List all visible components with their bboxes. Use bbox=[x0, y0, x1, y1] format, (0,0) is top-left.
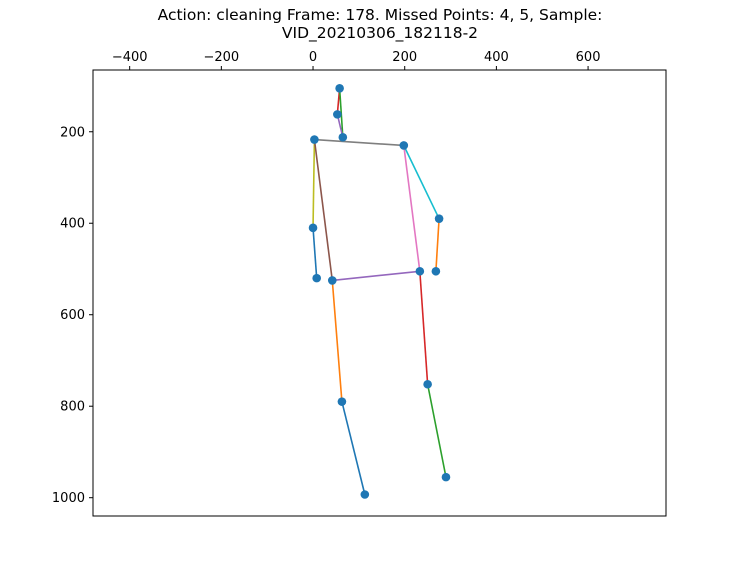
skeleton-segment bbox=[426, 384, 447, 478]
chart-title-line-2: VID_20210306_182118-2 bbox=[282, 24, 478, 43]
keypoint bbox=[360, 490, 370, 499]
skeleton-segment bbox=[312, 139, 316, 228]
keypoint bbox=[434, 214, 444, 223]
y-tick-label: 400 bbox=[60, 217, 85, 232]
keypoint bbox=[338, 132, 348, 142]
keypoint bbox=[312, 273, 321, 283]
x-tick-label: 0 bbox=[309, 50, 317, 65]
skeleton-segment bbox=[403, 145, 440, 220]
x-tick-label: 600 bbox=[576, 50, 601, 65]
plot-area: −400 −200 0 200 400 600 200 400 600 800 1000 bbox=[52, 50, 667, 517]
keypoint bbox=[337, 397, 347, 406]
skeleton-segment bbox=[403, 145, 421, 272]
keypoint bbox=[441, 472, 451, 482]
keypoint bbox=[431, 266, 441, 276]
keypoint bbox=[327, 276, 337, 285]
y-tick-label: 1000 bbox=[52, 491, 85, 506]
keypoint bbox=[310, 135, 319, 144]
skeleton-segment bbox=[312, 227, 318, 279]
skeleton-segment bbox=[419, 271, 429, 385]
skeleton-segment bbox=[341, 401, 366, 495]
y-tick-label: 600 bbox=[60, 308, 85, 323]
skeleton-segment bbox=[435, 218, 440, 272]
chart-title-line-1: Action: cleaning Frame: 178. Missed Poin… bbox=[158, 6, 603, 24]
keypoint bbox=[308, 223, 318, 233]
keypoint bbox=[335, 83, 344, 93]
x-tick-label: 400 bbox=[484, 50, 509, 65]
axes-frame bbox=[92, 69, 667, 517]
keypoint bbox=[333, 110, 342, 119]
skeleton-segment bbox=[314, 138, 404, 147]
x-tick-label: −400 bbox=[112, 50, 148, 65]
keypoint bbox=[423, 379, 432, 389]
y-tick-label: 200 bbox=[60, 125, 85, 140]
x-tick-label: 200 bbox=[392, 50, 417, 65]
skeleton-segment bbox=[332, 270, 420, 282]
x-tick-label: −200 bbox=[203, 50, 239, 65]
skeleton-segment bbox=[331, 280, 343, 402]
keypoint bbox=[399, 141, 409, 150]
keypoint bbox=[415, 266, 425, 276]
y-tick-label: 800 bbox=[60, 400, 85, 415]
skeleton-segment bbox=[313, 139, 334, 281]
